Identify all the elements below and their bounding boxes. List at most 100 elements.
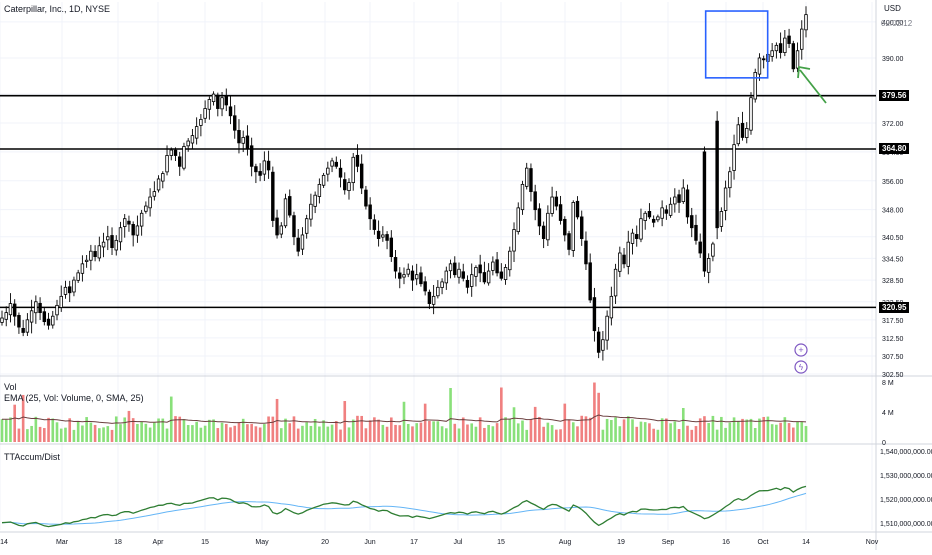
volume-layer	[0, 382, 808, 442]
volume-bar	[601, 429, 605, 442]
volume-bar	[563, 403, 567, 442]
volume-bar	[334, 421, 338, 442]
candle-body	[38, 302, 42, 314]
add-tool-icon[interactable]	[794, 343, 808, 357]
annotations-layer	[704, 10, 827, 104]
candle-body	[8, 303, 13, 316]
volume-bar	[681, 408, 685, 442]
volume-bar	[9, 417, 12, 442]
candle-body	[233, 115, 237, 131]
volume-bar	[406, 423, 410, 442]
volume-bar	[580, 415, 584, 442]
candle-body	[376, 230, 381, 239]
candle-body	[34, 301, 38, 314]
candle-body	[795, 50, 800, 69]
candle-body	[410, 270, 415, 281]
volume-bar	[368, 420, 372, 442]
arrow-head	[797, 65, 811, 79]
accum-axis-label: 1,510,000,000.00	[880, 521, 932, 528]
candle-body	[292, 215, 296, 238]
volume-bar	[508, 418, 512, 442]
candle-body	[224, 95, 228, 106]
accum-dist-pane-label[interactable]: TTAccum/Dist	[4, 452, 60, 462]
currency-label[interactable]: USD	[884, 4, 901, 13]
x-axis-label: Mar	[56, 539, 69, 546]
volume-bar	[220, 422, 224, 442]
volume-bar	[339, 429, 342, 442]
candle-body	[237, 130, 241, 144]
volume-bar	[246, 424, 249, 442]
volume-bar	[415, 423, 419, 442]
candle-body	[533, 191, 537, 211]
candle-body	[571, 202, 575, 251]
volume-bar	[762, 416, 765, 442]
candle-body	[271, 171, 275, 221]
candle-body	[668, 203, 673, 216]
highlight-rectangle	[704, 10, 769, 79]
candle-body	[216, 94, 220, 109]
candle-body	[525, 167, 529, 187]
volume-bar	[47, 417, 50, 442]
volume-bar	[635, 426, 639, 442]
candle-body	[453, 262, 457, 276]
volume-bar	[199, 427, 203, 442]
x-axis-label: 17	[410, 539, 418, 546]
candle-body	[736, 124, 741, 145]
candle-body	[355, 154, 360, 167]
x-axis-label: Sep	[662, 539, 675, 546]
candle-body	[17, 315, 21, 328]
accum-dist-line	[1, 485, 807, 528]
ema-pane-label[interactable]: EMA (25, Vol: Volume, 0, SMA, 25)	[4, 393, 144, 403]
volume-bar	[521, 420, 524, 442]
x-axis-label: 15	[201, 539, 209, 546]
candle-body	[97, 245, 102, 259]
candle-body	[554, 196, 559, 207]
price-axis-label: 328.50	[882, 278, 904, 285]
volume-bar	[483, 427, 486, 442]
volume-bar	[559, 429, 562, 442]
candle-body	[351, 156, 355, 184]
price-axis-label: 348.00	[882, 208, 904, 215]
volume-bar	[72, 429, 76, 442]
candle-body	[651, 218, 656, 223]
candle-body	[148, 196, 152, 209]
candle-body	[279, 225, 283, 235]
candle-body	[512, 229, 516, 252]
volume-bar	[127, 410, 131, 442]
volume-bar	[529, 418, 533, 442]
candle-body	[114, 239, 118, 251]
candle-body	[326, 167, 330, 175]
volume-bar	[373, 417, 376, 442]
candle-body	[406, 268, 410, 275]
volume-bar	[533, 406, 537, 442]
volume-bar	[715, 429, 719, 442]
candle-body	[93, 251, 97, 258]
candle-body	[656, 216, 660, 221]
volume-bar	[93, 424, 97, 442]
candle-body	[804, 14, 808, 31]
volume-bar	[652, 428, 655, 442]
x-axis-label: Jun	[364, 539, 375, 546]
volume-bar	[478, 417, 482, 442]
side-tools[interactable]: + ϟ	[794, 343, 808, 374]
accum-dist-layer	[1, 485, 807, 528]
volume-bar	[59, 428, 63, 442]
candle-body	[178, 156, 182, 167]
lightning-icon[interactable]	[794, 360, 808, 374]
volume-bar	[34, 416, 38, 442]
volume-bar	[364, 428, 368, 442]
volume-bar	[347, 427, 351, 442]
candle-body	[381, 234, 385, 238]
volume-bar	[538, 416, 541, 442]
volume-bar	[720, 416, 723, 442]
candle-body	[186, 140, 190, 147]
volume-bar	[330, 424, 334, 442]
volume-bar	[584, 416, 588, 442]
candle-body	[778, 43, 783, 53]
candle-body	[419, 272, 423, 285]
volume-bar	[804, 426, 808, 442]
x-axis-label: 18	[114, 539, 122, 546]
x-axis-label: Aug	[559, 539, 572, 546]
volume-pane-label[interactable]: Vol	[4, 382, 17, 392]
volume-bar	[119, 424, 122, 442]
